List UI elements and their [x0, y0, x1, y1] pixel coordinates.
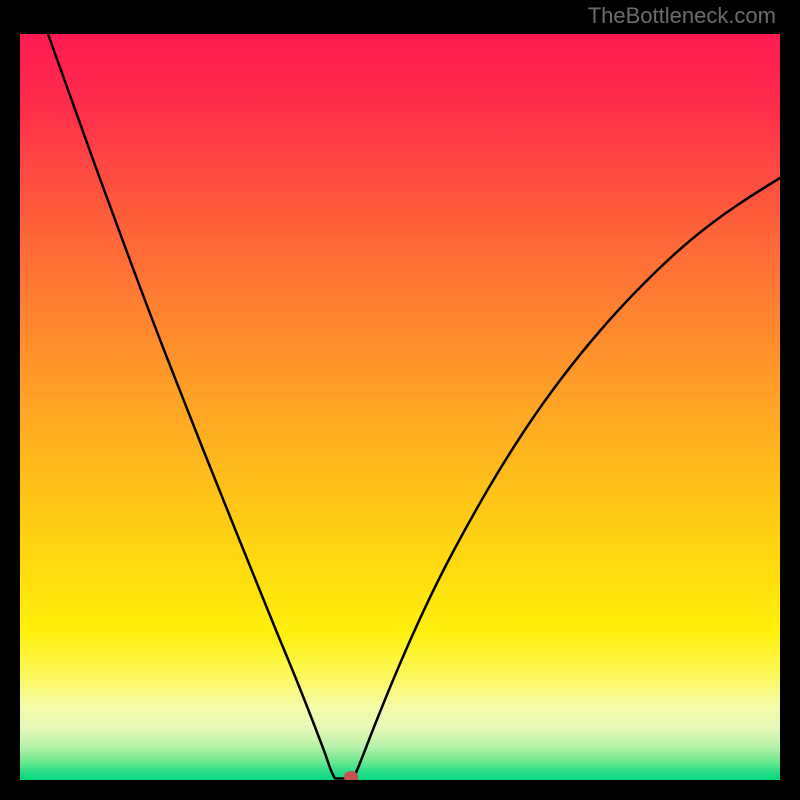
curve-path: [48, 34, 780, 779]
frame-left: [0, 0, 20, 800]
plot-area: [20, 34, 780, 780]
frame-right: [780, 0, 800, 800]
frame-bottom: [0, 780, 800, 800]
bottleneck-chart: TheBottleneck.com: [0, 0, 800, 800]
bottleneck-curve: [20, 34, 780, 780]
watermark-text: TheBottleneck.com: [588, 3, 776, 29]
